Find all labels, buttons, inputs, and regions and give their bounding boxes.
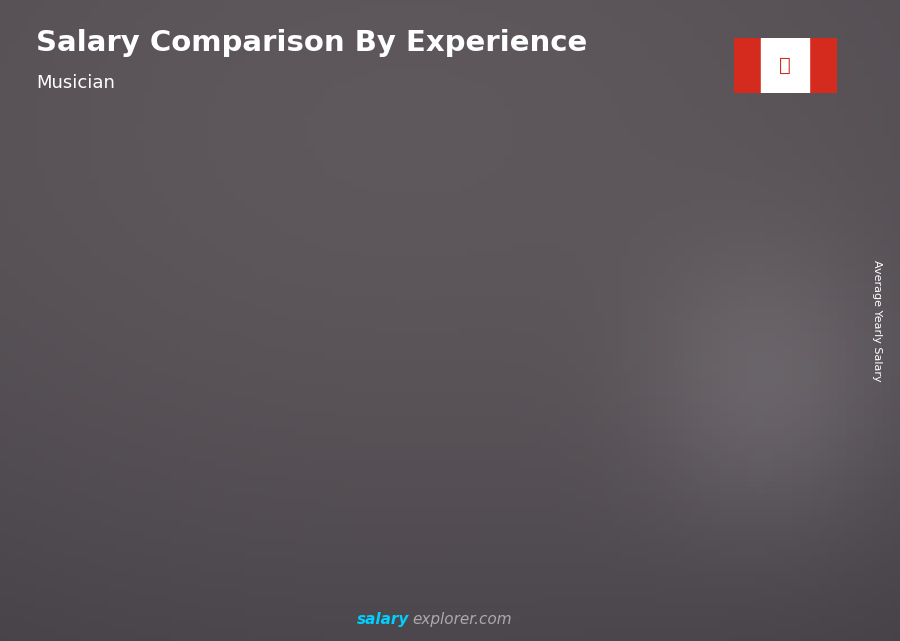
Bar bbox=[734, 38, 761, 93]
Bar bbox=[657, 231, 666, 564]
Bar bbox=[344, 71, 410, 322]
Text: +7%: +7% bbox=[555, 169, 598, 187]
Text: Average Yearly Salary: Average Yearly Salary bbox=[872, 260, 883, 381]
Bar bbox=[727, 208, 794, 564]
Text: 107,000 CAD: 107,000 CAD bbox=[460, 236, 537, 249]
Text: 86,800 CAD: 86,800 CAD bbox=[336, 294, 406, 308]
Text: +24%: +24% bbox=[428, 190, 482, 208]
Bar bbox=[216, 206, 283, 388]
Bar bbox=[761, 38, 809, 93]
Text: 48,900 CAD: 48,900 CAD bbox=[115, 479, 185, 493]
Bar bbox=[274, 382, 283, 564]
Bar bbox=[599, 0, 666, 243]
Bar bbox=[401, 313, 410, 564]
Text: Salary Comparison By Experience: Salary Comparison By Experience bbox=[36, 29, 587, 57]
Text: salary: salary bbox=[357, 612, 410, 627]
Bar bbox=[146, 422, 155, 564]
Bar bbox=[472, 254, 481, 564]
Text: 123,000 CAD: 123,000 CAD bbox=[716, 190, 793, 203]
Text: 62,900 CAD: 62,900 CAD bbox=[208, 363, 278, 377]
Bar bbox=[88, 286, 155, 428]
Bar bbox=[599, 231, 608, 564]
Text: 115,000 CAD: 115,000 CAD bbox=[588, 213, 665, 226]
Bar bbox=[809, 38, 837, 93]
Bar bbox=[472, 254, 538, 564]
Text: +38%: +38% bbox=[302, 254, 356, 272]
Bar bbox=[216, 382, 283, 564]
Bar bbox=[344, 313, 353, 564]
Text: +29%: +29% bbox=[172, 329, 226, 347]
Bar bbox=[727, 0, 794, 221]
Bar bbox=[472, 0, 538, 265]
Bar bbox=[529, 254, 538, 564]
Bar bbox=[727, 208, 736, 564]
Text: explorer.com: explorer.com bbox=[412, 612, 512, 627]
Text: 🍁: 🍁 bbox=[779, 56, 791, 75]
Text: +7%: +7% bbox=[683, 150, 725, 168]
Bar bbox=[344, 313, 410, 564]
Bar bbox=[599, 231, 666, 564]
Bar bbox=[88, 422, 155, 564]
Bar bbox=[216, 382, 225, 564]
Bar bbox=[88, 422, 97, 564]
Text: Musician: Musician bbox=[36, 74, 115, 92]
Bar bbox=[785, 208, 794, 564]
